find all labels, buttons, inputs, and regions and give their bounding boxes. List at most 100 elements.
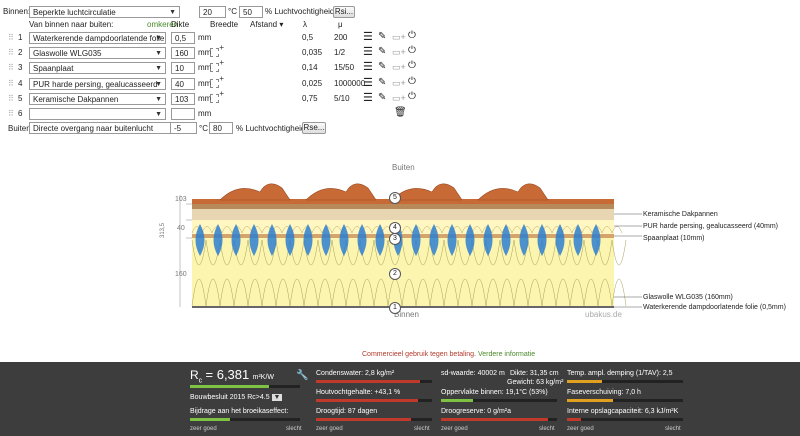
water-droplet <box>537 224 547 256</box>
inside-label: Binnen: <box>3 7 31 16</box>
layer-thickness-input[interactable] <box>171 108 195 120</box>
layer-mu: 15/50 <box>334 63 355 72</box>
heat-capacity-label: Interne opslagcapaciteit: 6,3 kJ/m²K <box>567 408 679 415</box>
layer-thickness-input[interactable]: 160 <box>171 47 195 59</box>
water-droplet <box>249 224 259 256</box>
layer-number: 5 <box>18 94 23 103</box>
drag-handle-icon[interactable]: ⠿ <box>8 63 14 72</box>
chevron-down-icon: ▼ <box>155 50 162 57</box>
roof-space <box>192 209 614 220</box>
dim-103: 103 <box>175 196 187 203</box>
insert-layer-icon[interactable]: ▭+ <box>392 78 406 88</box>
wrench-icon[interactable]: 🔧 <box>296 370 309 381</box>
water-droplet <box>483 224 493 256</box>
layer-material-select[interactable]: Glaswolle WLG035 ▼ <box>29 47 166 59</box>
caret-down-icon: ▾ <box>279 20 284 29</box>
water-droplet <box>465 224 475 256</box>
add-inhomogeneous-icon[interactable] <box>210 89 224 103</box>
drag-handle-icon[interactable]: ⠿ <box>8 94 14 103</box>
outside-humidity-unit: % Luchtvochtigheid <box>236 124 306 133</box>
water-droplet <box>357 224 367 256</box>
pur-cell <box>581 226 593 234</box>
add-inhomogeneous-icon[interactable] <box>210 43 224 57</box>
power-toggle-icon[interactable]: ⏻ <box>408 60 416 71</box>
drying-time-bar <box>316 418 432 421</box>
drag-handle-icon[interactable]: ⠿ <box>8 33 14 42</box>
building-code[interactable]: Bouwbesluit 2015 Rc>4.5 ▼ <box>190 393 283 402</box>
power-toggle-icon[interactable]: ⏻ <box>408 45 416 56</box>
outside-condition-value: Directe overgang naar buitenlucht <box>33 124 154 133</box>
edit-pencil-icon[interactable]: ✎ <box>378 46 387 57</box>
add-inhomogeneous-icon[interactable] <box>210 74 224 88</box>
insert-layer-icon[interactable]: ▭+ <box>392 93 406 103</box>
drag-handle-icon[interactable]: ⠿ <box>8 79 14 88</box>
lambda-header: λ <box>303 20 307 29</box>
distance-header[interactable]: Afstand ▾ <box>250 20 283 30</box>
pur-cell <box>311 226 323 234</box>
outside-condition-select[interactable]: Directe overgang naar buitenlucht▼ <box>29 122 180 134</box>
tile-ridge <box>391 183 463 201</box>
water-droplet <box>501 224 511 256</box>
thickness-result: Dikte: 31,35 cm <box>510 370 559 377</box>
surface-temp-label: Oppervlakte binnen: 19,1°C (53%) <box>441 389 548 396</box>
inside-temperature-input[interactable]: 20 <box>199 6 226 18</box>
reverse-link[interactable]: omkeren <box>147 20 179 29</box>
edit-pencil-icon[interactable]: ✎ <box>378 61 387 72</box>
edit-pencil-icon[interactable]: ✎ <box>378 92 387 103</box>
layer-material-select[interactable]: Spaanplaat ▼ <box>29 62 166 74</box>
insert-layer-icon[interactable]: ▭+ <box>392 32 406 42</box>
outside-temperature-input[interactable]: -5 <box>170 122 197 134</box>
sd-value-label: sd-waarde: 40002 m <box>441 370 505 377</box>
layer-number: 2 <box>18 48 23 57</box>
insert-layer-icon[interactable]: ▭+ <box>392 62 406 72</box>
edit-pencil-icon[interactable]: ✎ <box>378 31 387 42</box>
layer-lambda: 0,035 <box>302 48 323 57</box>
rc-unit: m²K/W <box>252 374 274 381</box>
inside-condition-select[interactable]: Beperkte luchtcirculatie ▼ <box>29 6 180 18</box>
insert-layer-icon[interactable]: ▭+ <box>392 47 406 57</box>
drying-scale-bad: slecht <box>414 426 430 432</box>
batten-layer <box>192 204 614 209</box>
menu-icon[interactable]: ☰ <box>363 61 373 73</box>
edit-pencil-icon[interactable]: ✎ <box>378 77 387 88</box>
menu-icon[interactable]: ☰ <box>363 77 373 89</box>
drag-handle-icon[interactable]: ⠿ <box>8 109 14 118</box>
rse-button[interactable]: Rse... <box>302 122 326 134</box>
layer-material-value: Waterkerende dampdoorlatende folie <box>33 34 165 43</box>
water-droplet <box>591 224 601 256</box>
legend-item: Keramische Dakpannen <box>643 211 718 218</box>
layer-material-select[interactable]: Waterkerende dampdoorlatende folie ▼ <box>29 32 166 44</box>
menu-icon[interactable]: ☰ <box>363 31 373 43</box>
power-toggle-icon[interactable]: ⏻ <box>408 76 416 87</box>
power-toggle-icon[interactable]: ⏻ <box>408 91 416 102</box>
water-droplet <box>339 224 349 256</box>
layer-thickness-input[interactable]: 10 <box>171 62 195 74</box>
layer-material-select[interactable]: ▼ <box>29 108 166 120</box>
power-toggle-icon[interactable]: ⏻ <box>408 30 416 41</box>
layer-thickness-unit: mm <box>198 109 212 118</box>
chipboard-layer <box>192 234 614 238</box>
more-info-link[interactable]: Verdere informatie <box>477 351 536 358</box>
surface-temp-bar <box>441 399 557 402</box>
menu-icon[interactable]: ☰ <box>363 92 373 104</box>
drag-handle-icon[interactable]: ⠿ <box>8 48 14 57</box>
layer-material-select[interactable]: Keramische Dakpannen ▼ <box>29 93 166 105</box>
layer-material-select[interactable]: PUR harde persing, gealucasseerd ▼ <box>29 78 166 90</box>
layer-marker: 3 <box>389 233 401 245</box>
layer-thickness-input[interactable]: 103 <box>171 93 195 105</box>
outside-label: Buiten: <box>8 124 33 133</box>
menu-icon[interactable]: ☰ <box>363 46 373 58</box>
trash-icon[interactable]: 🗑 <box>394 107 407 118</box>
layer-thickness-input[interactable]: 40 <box>171 78 195 90</box>
layer-thickness-input[interactable]: 0,5 <box>171 32 195 44</box>
inside-humidity-input[interactable]: 50 <box>239 6 263 18</box>
layer-thickness-unit: mm <box>198 79 212 88</box>
inside-humidity-unit: % Luchtvochtigheid <box>265 7 335 16</box>
from-inside-header: Van binnen naar buiten: <box>29 20 114 29</box>
add-inhomogeneous-icon[interactable] <box>210 58 224 72</box>
rsi-button[interactable]: Rsi... <box>333 6 355 18</box>
outside-humidity-input[interactable]: 80 <box>209 122 233 134</box>
commercial-notice: Commercieel gebruik tegen betaling. Verd… <box>362 350 535 360</box>
layer-thickness-unit: mm <box>198 63 212 72</box>
pur-cell <box>401 226 413 234</box>
